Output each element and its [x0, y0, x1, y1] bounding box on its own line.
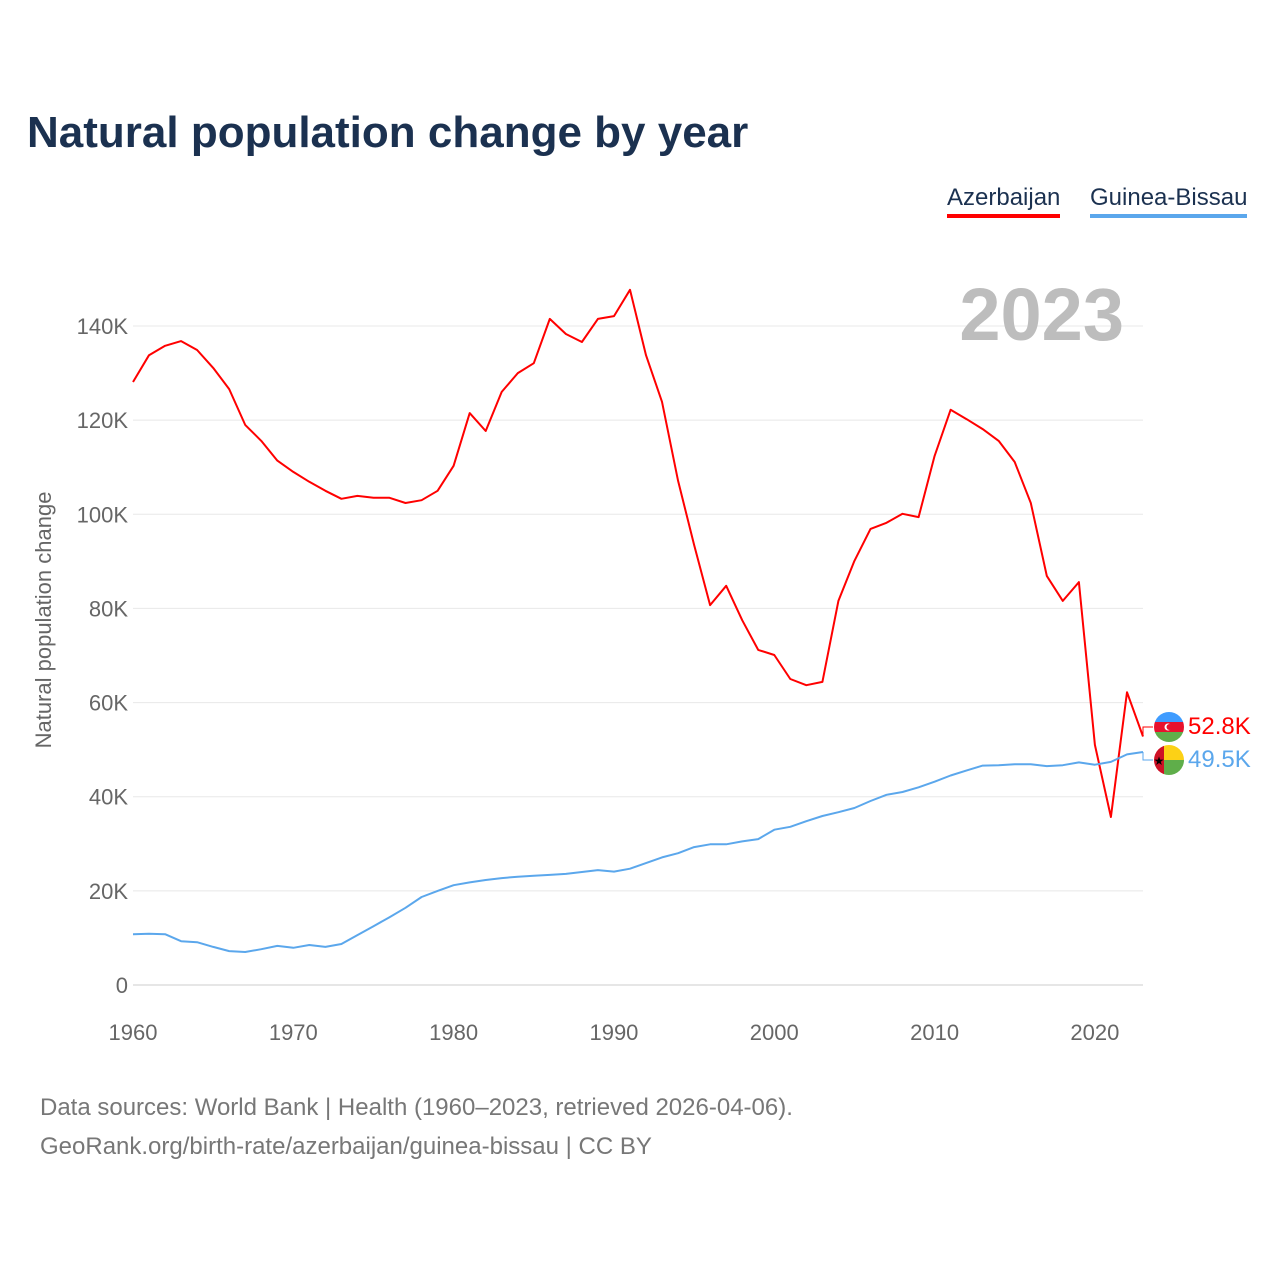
- x-tick-label: 2000: [750, 1020, 799, 1045]
- guinea-bissau-flag-icon: ★: [1154, 745, 1184, 775]
- guinea-bissau-end-label: 49.5K: [1188, 746, 1251, 773]
- data-source-text: Data sources: World Bank | Health (1960–…: [40, 1094, 793, 1121]
- x-tick-label: 1990: [589, 1020, 638, 1045]
- chart-title: Natural population change by year: [27, 108, 749, 157]
- x-tick-label: 2010: [910, 1020, 959, 1045]
- azerbaijan-flag-icon: [1154, 712, 1184, 742]
- y-tick-label: 40K: [89, 785, 128, 810]
- end-label-connector: [1142, 751, 1153, 761]
- y-tick-label: 20K: [89, 879, 128, 904]
- legend-guinea-bissau[interactable]: Guinea-Bissau: [1090, 184, 1248, 218]
- y-tick-label: 100K: [77, 502, 129, 527]
- source-url-text: GeoRank.org/birth-rate/azerbaijan/guinea…: [40, 1133, 652, 1160]
- azerbaijan-end-label: 52.8K: [1188, 713, 1251, 740]
- y-tick-label: 60K: [89, 691, 128, 716]
- y-tick-label: 140K: [77, 314, 129, 339]
- y-tick-label: 80K: [89, 596, 128, 621]
- y-axis-label: Natural population change: [31, 492, 56, 749]
- svg-text:★: ★: [1154, 754, 1165, 768]
- series-line-guinea-bissau[interactable]: [132, 751, 1144, 953]
- x-tick-label: 2020: [1070, 1020, 1119, 1045]
- x-tick-label: 1960: [109, 1020, 158, 1045]
- end-label-connector: [1142, 726, 1153, 737]
- x-tick-label: 1970: [269, 1020, 318, 1045]
- y-tick-label: 0: [116, 973, 128, 998]
- y-tick-label: 120K: [77, 408, 129, 433]
- series-line-azerbaijan[interactable]: [132, 288, 1144, 818]
- x-tick-label: 1980: [429, 1020, 478, 1045]
- footer: Data sources: World Bank | Health (1960–…: [40, 1088, 793, 1166]
- year-watermark: 2023: [959, 273, 1124, 356]
- legend-azerbaijan[interactable]: Azerbaijan: [947, 184, 1061, 218]
